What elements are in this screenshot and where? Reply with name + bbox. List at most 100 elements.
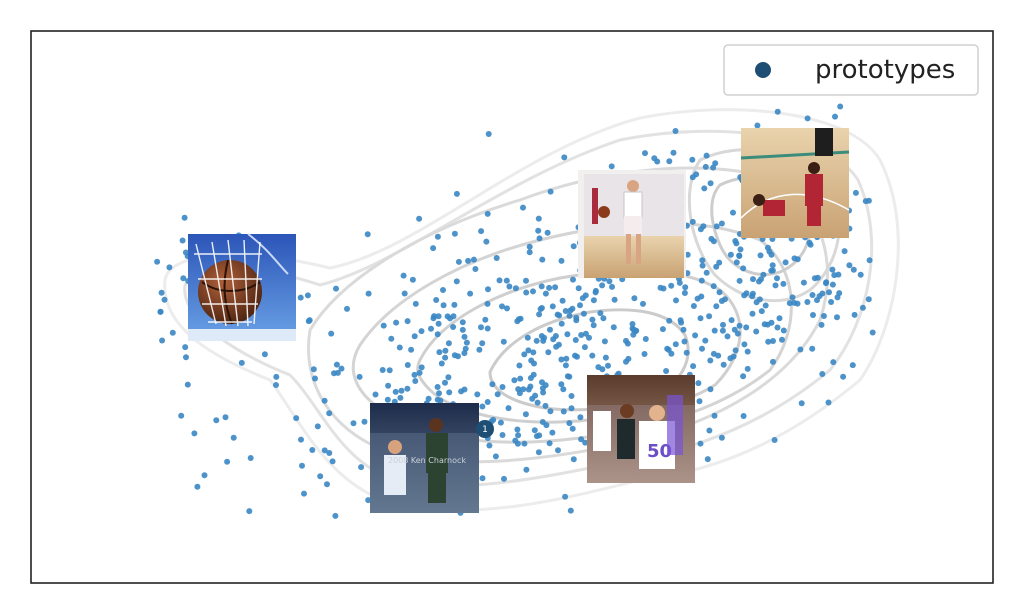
scatter-point [741, 341, 748, 348]
scatter-point [540, 337, 547, 344]
scatter-point [470, 256, 477, 263]
scatter-point [749, 310, 756, 317]
scatter-point [404, 385, 411, 392]
scatter-point [681, 290, 688, 296]
scatter-point [690, 303, 697, 309]
scatter-point [478, 228, 485, 235]
scatter-point [732, 347, 739, 354]
scatter-point [540, 389, 547, 396]
scatter-point [711, 327, 718, 334]
scatter-point [538, 283, 545, 290]
scatter-point [672, 128, 679, 134]
scatter-point [527, 383, 534, 390]
scatter-point [828, 299, 835, 305]
scatter-point [365, 290, 372, 297]
prototype-shot-block[interactable]: 2008 Ken Charnock [370, 403, 479, 513]
scatter-point [553, 343, 560, 350]
scatter-point [692, 332, 699, 339]
scatter-point [428, 325, 434, 332]
scatter-point [194, 483, 201, 490]
scatter-point [744, 365, 751, 372]
scatter-point [496, 277, 503, 284]
scatter-point [668, 282, 675, 289]
scatter-point [558, 381, 565, 388]
scatter-point [740, 413, 747, 419]
scatter-point [458, 388, 465, 395]
scatter-point [536, 311, 543, 318]
scatter-point [768, 251, 775, 258]
scatter-point [866, 257, 873, 264]
scatter-point [570, 456, 577, 463]
scatter-point [564, 373, 571, 380]
scatter-point [816, 293, 823, 300]
scatter-point [404, 318, 411, 325]
scatter-point [859, 304, 866, 311]
scatter-point [324, 481, 330, 488]
scatter-point [314, 423, 321, 430]
scatter-point [569, 305, 576, 312]
scatter-point [758, 308, 765, 315]
scatter-point [332, 512, 339, 519]
prototype-hoop-ball[interactable] [188, 233, 296, 341]
scatter-point [157, 308, 164, 315]
scatter-point [418, 364, 425, 371]
scatter-point [665, 346, 672, 353]
scatter-point [521, 351, 528, 358]
scatter-point [484, 210, 491, 217]
scatter-point [810, 312, 816, 318]
scatter-point [562, 493, 569, 500]
scatter-point [857, 271, 864, 278]
scatter-point [776, 315, 783, 322]
prototype-player-dribbling[interactable] [578, 170, 686, 278]
scatter-point [247, 455, 254, 461]
scatter-point [499, 384, 506, 390]
scatter-point [338, 365, 345, 372]
scatter-point [631, 295, 638, 302]
scatter-point [806, 239, 813, 246]
scatter-point [597, 310, 604, 317]
scatter-point [718, 434, 725, 441]
scatter-point [334, 369, 341, 376]
scatter-point [642, 150, 648, 157]
scatter-point [444, 313, 451, 320]
scatter-point [823, 280, 829, 287]
scatter-point [736, 277, 743, 284]
scatter-point [385, 382, 392, 389]
scatter-point [774, 108, 781, 115]
scatter-point [489, 381, 496, 388]
scatter-point [539, 419, 546, 425]
scatter-point [521, 440, 528, 447]
prototype-rebound[interactable]: 50 [587, 375, 695, 483]
scatter-point [184, 381, 191, 388]
scatter-point [689, 174, 696, 181]
scatter-point [826, 289, 832, 296]
scatter-point [701, 185, 708, 192]
scatter-point [546, 284, 553, 291]
scatter-point [680, 326, 687, 333]
scatter-point [567, 507, 574, 514]
scatter-point [869, 329, 876, 336]
scatter-point [731, 326, 738, 333]
scatter-point [575, 285, 582, 292]
scatter-point [608, 163, 615, 170]
scatter-point [516, 362, 523, 369]
scatter-point [490, 416, 497, 423]
scatter-point [451, 301, 458, 308]
scatter-point [561, 154, 568, 161]
scatter-point [506, 283, 513, 290]
scatter-point [852, 189, 859, 196]
scatter-point [640, 300, 646, 307]
scatter-point [780, 280, 787, 287]
scatter-point [772, 282, 779, 289]
scatter-point [770, 358, 776, 365]
scatter-point [515, 386, 522, 393]
scatter-point [542, 382, 549, 389]
scatter-point [560, 386, 567, 393]
prototype-court-players[interactable] [740, 128, 850, 238]
scatter-point [825, 399, 832, 406]
scatter-point [774, 324, 781, 331]
prototype-marker-1[interactable]: 1 [476, 420, 494, 438]
scatter-point [321, 447, 328, 454]
scatter-point [718, 220, 725, 227]
scatter-point [804, 115, 811, 122]
